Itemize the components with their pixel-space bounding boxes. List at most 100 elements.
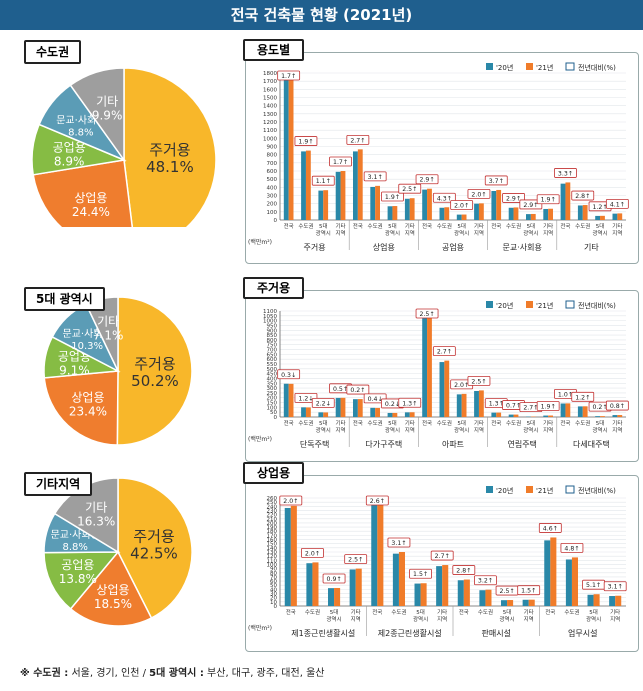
change-label: 0.7↑ [506, 403, 521, 410]
x-tick-label: 수도권 [575, 222, 590, 230]
change-label: 0.9↑ [327, 576, 342, 583]
bar-2021 [398, 552, 405, 606]
y-tick-label: 500 [267, 367, 278, 373]
change-box [322, 573, 346, 584]
x-tick-label: 광역시 [523, 229, 538, 237]
bar-2021 [461, 393, 467, 417]
change-box [294, 136, 318, 146]
y-tick-label: 650 [267, 352, 278, 358]
y-tick-label: 100 [267, 405, 278, 411]
y-tick-label: 500 [267, 177, 278, 183]
y-tick-label: 160 [267, 538, 278, 544]
y-tick-label: 250 [267, 500, 278, 506]
y-tick-label: 0 [274, 218, 278, 224]
bar-2020 [543, 208, 549, 220]
pie-block-other: 주거용 42.5% 상업용 18.5% 공업용 13.8% 문교·사회용 8.8% 기타 16.3… [6, 470, 226, 630]
group-label: 다세대주택 [573, 439, 610, 449]
change-label: 1.1↑ [316, 178, 331, 185]
legend-swatch-2021 [526, 301, 533, 308]
bar-2021 [593, 594, 600, 606]
change-label: 2.0↑ [305, 550, 320, 557]
change-box [452, 565, 476, 575]
change-label: 0.8↑ [610, 403, 625, 410]
x-tick-label: 지역 [405, 426, 415, 434]
bar-2020 [318, 190, 324, 220]
y-tick-label: 20 [270, 596, 277, 602]
bar-2020 [565, 559, 572, 606]
bar-2020 [587, 594, 594, 606]
change-label: 4.3↑ [437, 195, 452, 202]
x-tick-label: 기타 [335, 419, 345, 427]
change-box [450, 200, 474, 210]
legend-label-2021: '21년 [536, 63, 553, 72]
unit-label: (백만m²) [248, 624, 272, 632]
x-tick-label: 5대 [457, 419, 466, 427]
page-title: 전국 건축물 현황 (2021년) [0, 0, 643, 30]
change-box [605, 400, 629, 411]
change-box [365, 495, 389, 506]
change-label: 0.2↑ [593, 404, 608, 411]
bar-chart-commercial: '20년 '21년 전년대비(%) 0102030405060708090100110… [248, 485, 627, 638]
y-tick-label: 1500 [263, 96, 277, 102]
bar-2021 [334, 587, 341, 606]
y-tick-label: 1100 [263, 309, 277, 315]
x-tick-label: 수도권 [506, 419, 521, 427]
change-label: 3.1↑ [368, 174, 383, 181]
x-tick-label: 광역시 [316, 229, 331, 237]
bar-2020 [501, 600, 508, 606]
bar-2020 [306, 563, 313, 606]
bar-2021 [442, 565, 449, 606]
pie-title-metro: 5대 광역시 [24, 287, 105, 311]
bar-2020 [301, 151, 306, 220]
bar-2020 [522, 599, 529, 606]
y-tick-label: 400 [267, 185, 278, 191]
y-tick-label: 1050 [263, 314, 277, 320]
change-label: 1.9↑ [541, 197, 556, 204]
x-tick-label: 지역 [437, 615, 447, 623]
x-tick-label: 전국 [491, 419, 501, 427]
x-tick-label: 수도권 [305, 608, 320, 616]
pie-slice-value: 23.4% [69, 405, 107, 419]
legend-swatch-2020 [486, 486, 493, 493]
bar-2021 [485, 589, 492, 606]
footnote: ※ 수도권 : 서울, 경기, 인천 / 5대 광역시 : 부산, 대구, 광주… [20, 664, 324, 679]
change-label: 1.7↑ [281, 73, 296, 80]
group-label: 공업용 [442, 243, 464, 252]
x-tick-label: 기타 [405, 222, 415, 230]
bar-2020 [439, 362, 445, 417]
unit-label: (백만m²) [248, 238, 272, 246]
pie-slice-label: 주거용 [134, 355, 175, 373]
x-tick-label: 광역시 [454, 426, 469, 434]
chart-legend: '20년 '21년 전년대비(%) [486, 485, 616, 495]
bar-2021 [357, 399, 363, 417]
bar-2021 [444, 360, 450, 417]
legend-swatch-change [565, 62, 575, 71]
change-label: 2.6↑ [370, 498, 385, 505]
y-tick-label: 50 [270, 410, 277, 416]
x-tick-label: 기타 [474, 419, 484, 427]
x-tick-label: 광역시 [499, 615, 514, 623]
bar-2020 [404, 198, 410, 220]
change-label: 0.2↓ [385, 401, 400, 408]
x-tick-label: 기타 [524, 608, 534, 616]
change-box [605, 198, 629, 209]
legend-swatch-2020 [486, 301, 493, 308]
y-tick-label: 800 [267, 153, 278, 159]
x-tick-label: 전국 [422, 419, 432, 427]
x-tick-label: 지역 [335, 229, 345, 237]
x-tick-label: 5대 [319, 419, 328, 427]
footnote-metro-label: 5대 광역시 : [149, 668, 204, 679]
legend-label-2020: '20년 [496, 63, 513, 72]
bar-2021 [290, 505, 297, 606]
group-label: 아파트 [442, 439, 464, 449]
pie-block-capital: 주거용 48.1% 상업용 24.4% 공업용 8.9% 문교·사회용 8.8% 기타 9.9% … [6, 40, 226, 253]
x-tick-label: 수도권 [437, 419, 452, 427]
bar-2021 [513, 414, 519, 417]
bar-2021 [565, 403, 571, 417]
bar-2021 [312, 562, 319, 606]
bar-2020 [577, 205, 583, 220]
bar-2021 [478, 203, 484, 220]
bar-2021 [582, 406, 588, 417]
change-box [467, 188, 491, 199]
x-tick-label: 기타 [405, 419, 415, 427]
